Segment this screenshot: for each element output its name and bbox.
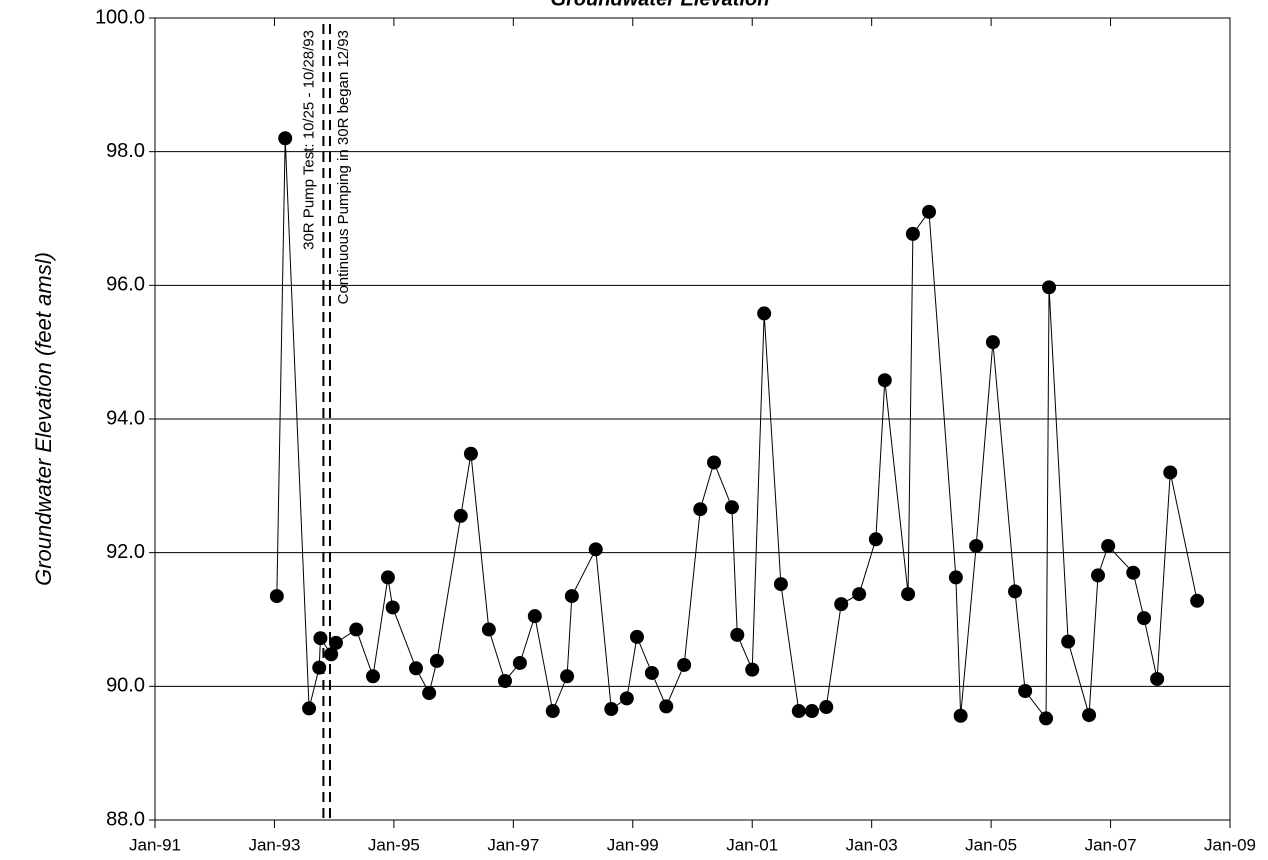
data-point: [512, 655, 527, 670]
data-point: [677, 657, 692, 672]
event-annotation: 30R Pump Test: 10/25 - 10/28/93: [300, 30, 317, 250]
data-point: [328, 635, 343, 650]
data-point: [365, 669, 380, 684]
data-point: [1082, 708, 1097, 723]
data-point: [1163, 465, 1178, 480]
data-point: [852, 587, 867, 602]
data-point: [773, 577, 788, 592]
data-point: [948, 570, 963, 585]
data-point: [1190, 593, 1205, 608]
data-point: [1126, 565, 1141, 580]
data-point: [545, 704, 560, 719]
data-point: [1018, 684, 1033, 699]
x-tick-label: Jan-03: [846, 835, 898, 854]
data-point: [644, 665, 659, 680]
y-tick-label: 96.0: [106, 274, 145, 296]
data-point: [969, 538, 984, 553]
data-point: [408, 661, 423, 676]
data-point: [629, 629, 644, 644]
data-point: [463, 446, 478, 461]
data-point: [819, 700, 834, 715]
data-point: [834, 597, 849, 612]
data-point: [380, 570, 395, 585]
y-tick-label: 98.0: [106, 140, 145, 162]
data-point: [1061, 634, 1076, 649]
data-point: [278, 131, 293, 146]
data-point: [302, 701, 317, 716]
x-tick-label: Jan-91: [129, 835, 181, 854]
data-point: [453, 508, 468, 523]
data-point: [953, 708, 968, 723]
x-tick-label: Jan-05: [965, 835, 1017, 854]
data-point: [313, 631, 328, 646]
data-point: [588, 542, 603, 557]
data-point: [604, 702, 619, 717]
data-point: [922, 204, 936, 219]
data-point: [985, 335, 1000, 350]
data-point: [312, 660, 327, 675]
data-point: [659, 699, 674, 714]
data-point: [429, 653, 444, 668]
data-line: [276, 138, 1198, 720]
data-point: [1150, 671, 1165, 686]
data-point: [1101, 538, 1116, 553]
chart-title: Groundwater Elevation: [551, 0, 770, 10]
data-point: [497, 673, 512, 688]
data-point: [868, 532, 883, 547]
y-tick-label: 94.0: [106, 407, 145, 429]
data-point: [757, 306, 772, 321]
data-point: [745, 662, 760, 677]
x-tick-label: Jan-93: [248, 835, 300, 854]
data-point: [791, 704, 806, 719]
data-point: [724, 500, 739, 515]
plot-frame: [154, 17, 1231, 821]
data-point: [1008, 584, 1022, 599]
x-tick-label: Jan-97: [487, 835, 539, 854]
data-point: [1137, 611, 1151, 626]
x-tick-label: Jan-95: [368, 835, 420, 854]
y-tick-label: 88.0: [106, 808, 145, 830]
event-annotation: Continuous Pumping in 30R began 12/93: [335, 30, 352, 304]
data-point: [1042, 280, 1057, 295]
data-point: [422, 686, 437, 701]
data-point: [901, 587, 916, 602]
y-axis-label: Groundwater Elevation (feet amsl): [31, 252, 56, 586]
data-point: [560, 669, 575, 684]
x-tick-label: Jan-01: [726, 835, 778, 854]
data-point: [481, 622, 496, 637]
data-point: [707, 455, 721, 470]
y-tick-label: 90.0: [106, 675, 145, 697]
data-point: [905, 226, 920, 241]
data-point: [349, 622, 364, 637]
data-point: [730, 627, 745, 642]
y-tick-label: 92.0: [106, 541, 145, 563]
data-point: [269, 589, 284, 604]
data-point: [564, 589, 579, 604]
data-point: [619, 691, 634, 706]
data-point: [324, 647, 339, 662]
data-point: [1039, 711, 1054, 726]
x-tick-label: Jan-07: [1085, 835, 1137, 854]
data-point: [527, 609, 542, 624]
data-point: [693, 502, 708, 517]
x-tick-label: Jan-99: [607, 835, 659, 854]
x-tick-label: Jan-09: [1204, 835, 1256, 854]
data-point: [804, 704, 819, 719]
data-point: [877, 373, 892, 388]
y-tick-label: 100.0: [95, 6, 145, 28]
data-point: [1091, 568, 1106, 583]
data-point: [385, 600, 400, 615]
